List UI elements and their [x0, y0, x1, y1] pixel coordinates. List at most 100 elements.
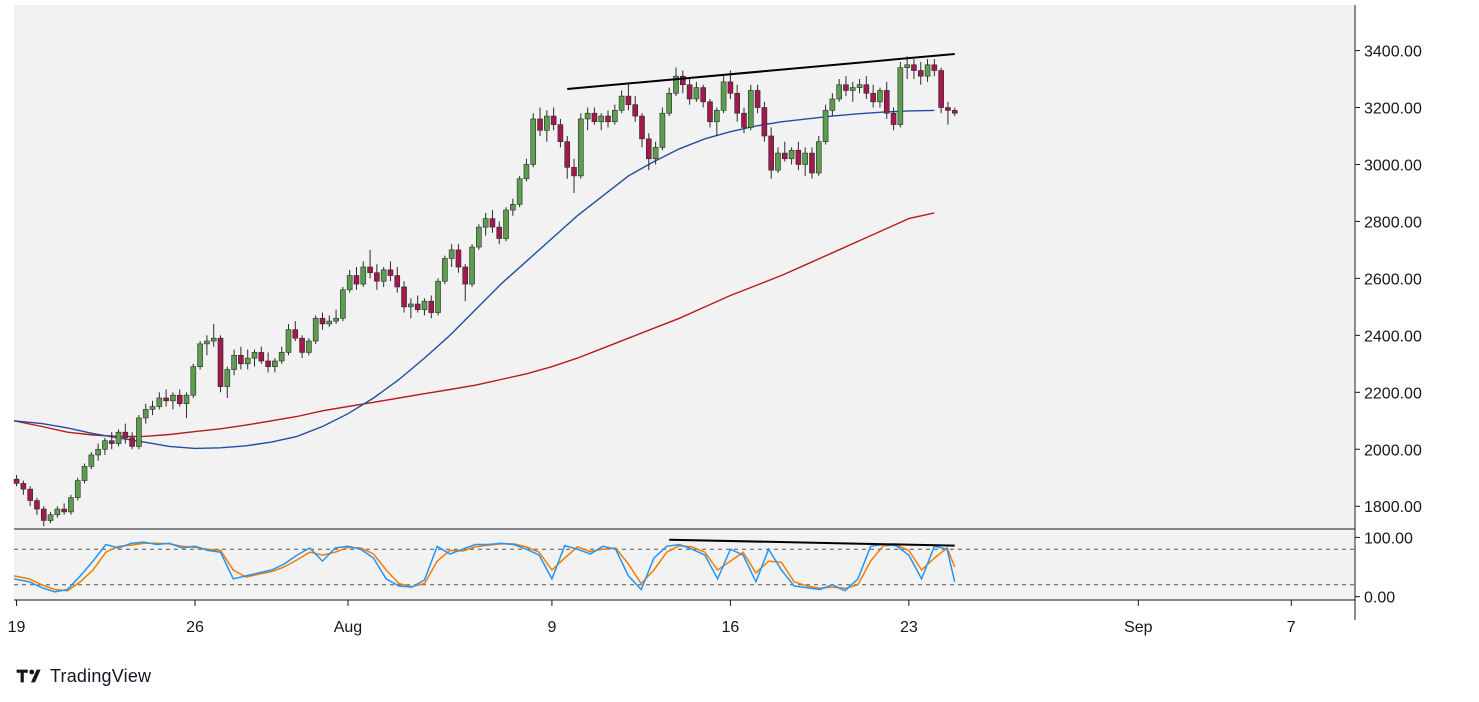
trendlines [567, 52, 955, 547]
candle-bear [639, 115, 645, 140]
candle-bull [530, 118, 537, 165]
candle-bull [312, 317, 319, 342]
time-tick-label: Aug [334, 619, 362, 636]
candle-bull [673, 75, 679, 94]
candle-bull [421, 300, 428, 311]
price-tick-label: 2600.00 [1364, 271, 1422, 288]
candle-bear [122, 431, 129, 439]
candle-bull [346, 275, 353, 291]
candle-bear [557, 124, 564, 142]
stoch-tick-label: 0.00 [1364, 590, 1395, 607]
candle-bear [258, 352, 265, 362]
candle-bear [680, 75, 686, 86]
candle-bear [238, 354, 244, 365]
candle-bear [401, 286, 407, 308]
candle-bear [707, 101, 713, 123]
candle-bull [190, 366, 197, 396]
candle-bear [163, 397, 169, 402]
candle-bear [20, 483, 27, 490]
price-tick-label: 2800.00 [1364, 214, 1422, 231]
price-tick-label: 2400.00 [1364, 328, 1422, 345]
candle-bull [360, 266, 367, 285]
candle-bull [747, 90, 754, 128]
candle-bear [108, 440, 115, 444]
ma-fast-line [13, 109, 935, 450]
candle-bear [741, 112, 747, 128]
candle-bear [27, 488, 33, 501]
candle-bear [550, 115, 557, 125]
ma-slow-line [13, 212, 935, 438]
candle-bull [877, 90, 883, 103]
candle-bull [204, 340, 210, 345]
candle-bull [448, 249, 455, 259]
time-tick-label: 19 [8, 619, 26, 636]
candle-bear [571, 167, 577, 177]
candle-bull [659, 112, 666, 148]
candle-bull [231, 354, 237, 370]
candle-bear [938, 70, 944, 108]
candle-bull [54, 508, 61, 516]
candle-bear [428, 300, 435, 313]
candle-bear [646, 138, 652, 160]
candle-bear [265, 360, 271, 367]
candle-bear [870, 92, 876, 103]
candle-bear [911, 64, 917, 71]
candle-bear [40, 508, 47, 521]
candle-bull [442, 258, 448, 282]
candle-bull [584, 112, 591, 120]
candle-bull [380, 269, 387, 282]
stoch-k-line [13, 541, 956, 593]
candle-bear [489, 218, 496, 228]
candle-bull [326, 320, 333, 325]
candle-bull [136, 417, 142, 447]
candle-bull [272, 360, 278, 367]
candle-bear [727, 81, 734, 94]
candle-bull [333, 317, 339, 322]
time-tick-label: 7 [1287, 619, 1296, 636]
candle-bear [496, 226, 503, 239]
time-axis[interactable]: 19 26 Aug 9 16 23 Sep 7 [8, 600, 1296, 636]
candle-bull [47, 514, 54, 521]
candle-bear [319, 317, 326, 325]
stoch-axis[interactable]: 100.00 0.00 [1355, 530, 1413, 607]
candle-bear [945, 107, 951, 111]
candle-bear [863, 84, 870, 94]
price-axis[interactable]: 3400.00 3200.00 3000.00 2800.00 2600.00 2400.… [1355, 44, 1422, 517]
candle-bear [843, 84, 849, 91]
candle-bull [224, 369, 231, 387]
stoch-trendline [669, 538, 955, 547]
brand[interactable]: TradingView [16, 664, 151, 688]
candle-bull [849, 87, 856, 91]
candle-bear [917, 70, 924, 77]
candle-bear [931, 64, 938, 71]
candle-bull [598, 115, 605, 123]
candle-bear [564, 141, 571, 168]
candle-bear [632, 104, 639, 117]
candle-bear [353, 275, 360, 285]
price-tick-label: 3200.00 [1364, 101, 1422, 118]
candle-bull [183, 394, 190, 404]
candle-bear [176, 394, 183, 404]
candle-bear [591, 112, 598, 123]
candle-bear [795, 149, 802, 165]
candle-bear [462, 266, 469, 285]
candle-bull [156, 397, 163, 407]
candle-bull [469, 246, 475, 285]
tradingview-logo-icon [16, 669, 41, 683]
candle-bull [904, 64, 910, 68]
candle-bull [652, 147, 659, 160]
candle-bear [537, 118, 543, 131]
candle-bear [129, 437, 135, 447]
candle-bear [394, 275, 401, 288]
candle-bear [625, 95, 632, 105]
candle-bull [788, 149, 795, 160]
price-tick-label: 2200.00 [1364, 385, 1422, 402]
candle-bull [170, 394, 176, 402]
candle-bull [836, 84, 842, 100]
candle-bull [88, 454, 95, 467]
candles [13, 56, 958, 527]
candle-bull [503, 209, 509, 239]
candle-bear [387, 269, 394, 276]
candle-bull [197, 343, 203, 367]
